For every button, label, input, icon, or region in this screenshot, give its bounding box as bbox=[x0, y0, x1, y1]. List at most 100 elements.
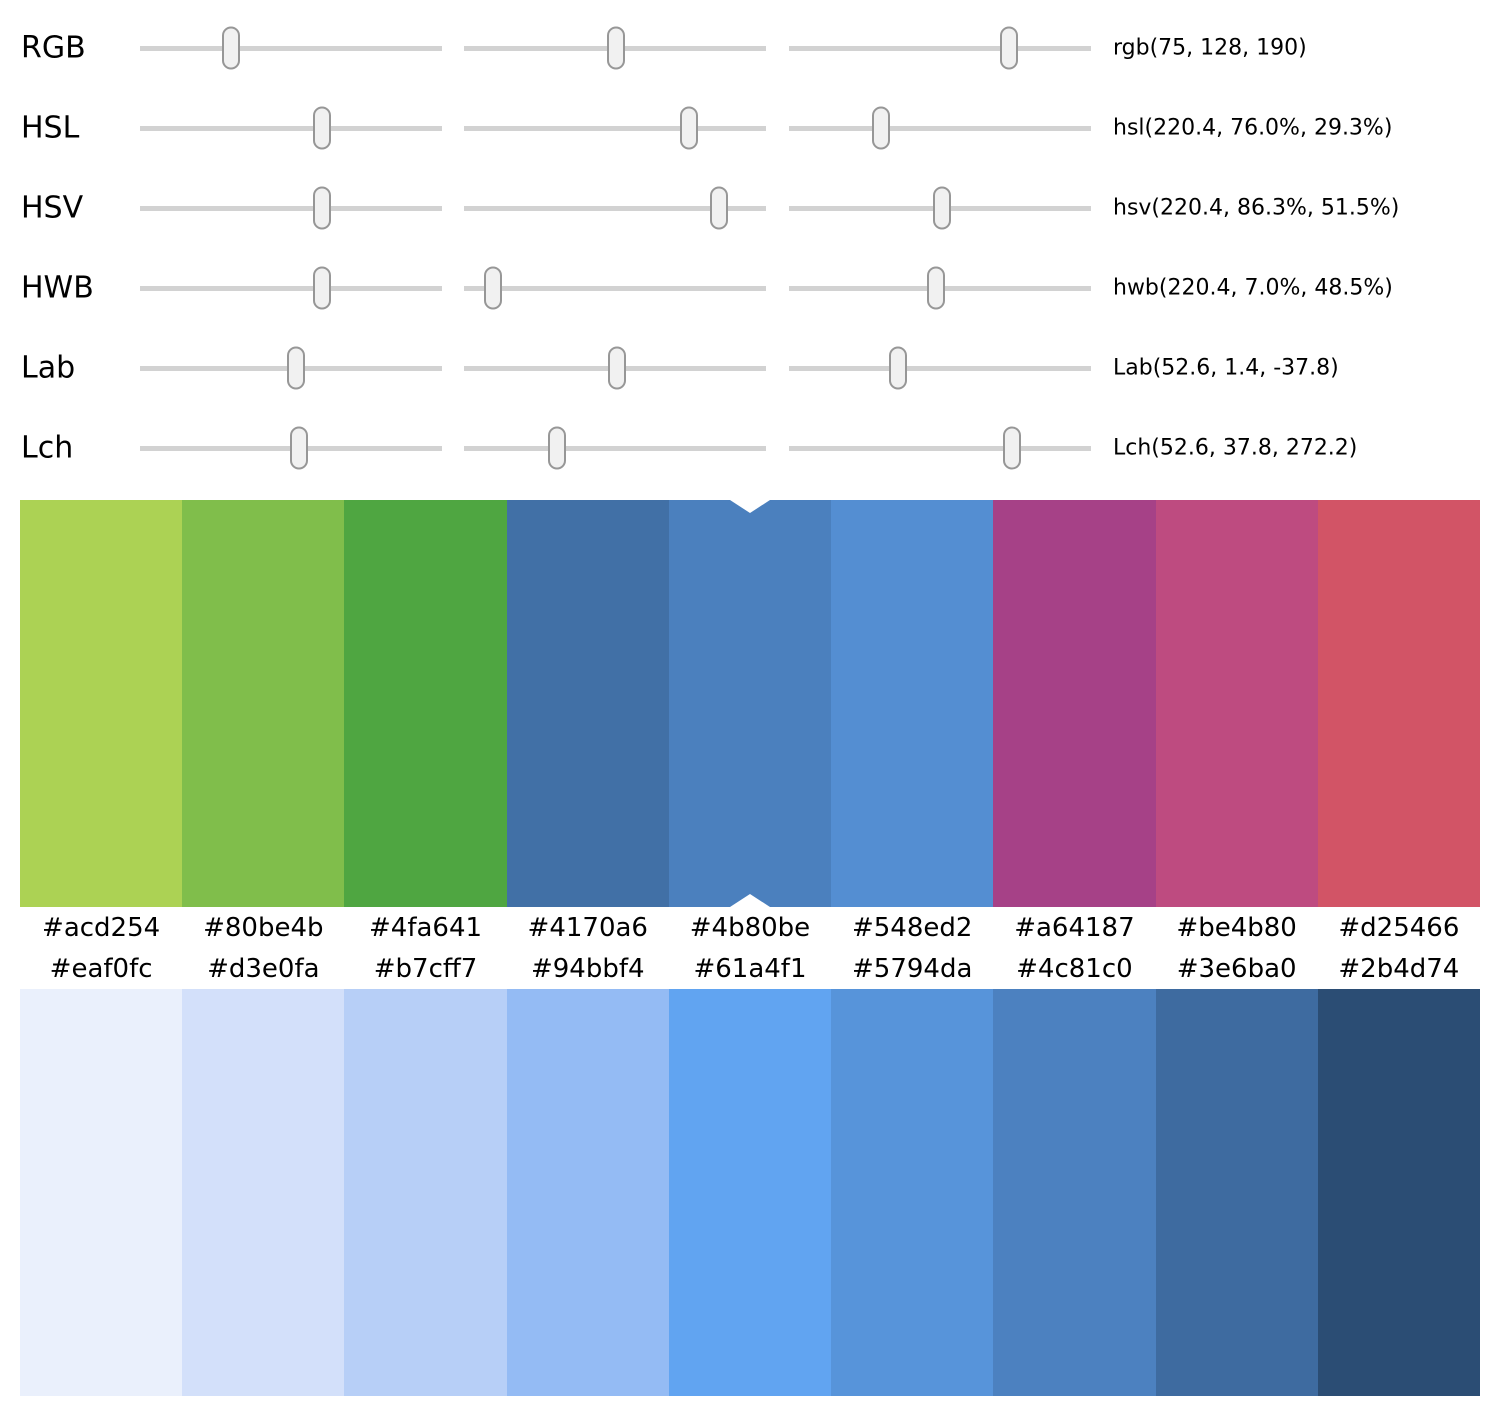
hue-swatch-4[interactable] bbox=[506, 500, 669, 907]
shade-hex-labels: #eaf0fc #d3e0fa #b7cff7 #94bbf4 #61a4f1 … bbox=[20, 949, 1480, 989]
lab-slider-1[interactable] bbox=[140, 328, 442, 408]
shade-hex-8: #3e6ba0 bbox=[1176, 954, 1297, 984]
rgb-slider-3-thumb[interactable] bbox=[999, 26, 1018, 70]
shade-hex-6: #5794da bbox=[852, 954, 973, 984]
rgb-slider-2-thumb[interactable] bbox=[606, 26, 625, 70]
shade-hex-2: #d3e0fa bbox=[207, 954, 320, 984]
lab-slider-3-track bbox=[789, 365, 1091, 371]
slider-row-lch: Lch Lch(52.6, 37.8, 272.2) bbox=[0, 408, 1501, 488]
hue-palette bbox=[20, 500, 1480, 907]
hsv-slider-2-thumb[interactable] bbox=[709, 186, 728, 230]
hsl-slider-2-thumb[interactable] bbox=[679, 106, 698, 150]
shade-hex-5: #61a4f1 bbox=[693, 954, 807, 984]
shade-palette bbox=[20, 989, 1480, 1396]
shade-hex-4: #94bbf4 bbox=[530, 954, 645, 984]
hsl-slider-1-thumb[interactable] bbox=[313, 106, 332, 150]
hue-hex-1: #acd254 bbox=[42, 913, 161, 943]
hue-swatch-2[interactable] bbox=[182, 500, 345, 907]
lch-slider-1[interactable] bbox=[140, 408, 442, 488]
lab-slider-3[interactable] bbox=[789, 328, 1091, 408]
lch-slider-2-thumb[interactable] bbox=[548, 426, 567, 470]
hwb-slider-2-track bbox=[464, 285, 766, 291]
lab-slider-3-thumb[interactable] bbox=[889, 346, 908, 390]
hwb-slider-2[interactable] bbox=[464, 248, 766, 328]
hwb-value-readout: hwb(220.4, 7.0%, 48.5%) bbox=[1113, 275, 1393, 301]
lch-label: Lch bbox=[21, 430, 74, 466]
hsl-slider-2[interactable] bbox=[464, 88, 766, 168]
lch-value-readout: Lch(52.6, 37.8, 272.2) bbox=[1113, 435, 1358, 461]
hsl-label: HSL bbox=[21, 110, 80, 146]
shade-hex-7: #4c81c0 bbox=[1016, 954, 1133, 984]
lch-slider-3-track bbox=[789, 445, 1091, 451]
shade-swatch-8[interactable] bbox=[1155, 989, 1318, 1396]
hsv-slider-2[interactable] bbox=[464, 168, 766, 248]
hue-hex-4: #4170a6 bbox=[527, 913, 648, 943]
lab-label: Lab bbox=[21, 350, 76, 386]
hsl-slider-3[interactable] bbox=[789, 88, 1091, 168]
hue-swatch-9[interactable] bbox=[1317, 500, 1480, 907]
hwb-slider-2-thumb[interactable] bbox=[483, 266, 502, 310]
hwb-slider-1-thumb[interactable] bbox=[313, 266, 332, 310]
hue-hex-7: #a64187 bbox=[1014, 913, 1135, 943]
rgb-slider-3-track bbox=[789, 45, 1091, 51]
hue-hex-9: #d25466 bbox=[1338, 913, 1460, 943]
slider-row-hwb: HWB hwb(220.4, 7.0%, 48.5%) bbox=[0, 248, 1501, 328]
hue-swatch-8[interactable] bbox=[1155, 500, 1318, 907]
hue-swatch-5[interactable] bbox=[668, 500, 832, 907]
lab-slider-2-thumb[interactable] bbox=[608, 346, 627, 390]
slider-row-lab: Lab Lab(52.6, 1.4, -37.8) bbox=[0, 328, 1501, 408]
hsv-slider-1-track bbox=[140, 205, 442, 211]
hsv-slider-2-track bbox=[464, 205, 766, 211]
rgb-slider-1[interactable] bbox=[140, 8, 442, 88]
hue-hex-labels: #acd254 #80be4b #4fa641 #4170a6 #4b80be … bbox=[20, 907, 1480, 949]
shade-swatch-9[interactable] bbox=[1317, 989, 1480, 1396]
lab-slider-1-thumb[interactable] bbox=[287, 346, 306, 390]
shade-swatch-7[interactable] bbox=[993, 989, 1156, 1396]
shade-hex-1: #eaf0fc bbox=[49, 954, 153, 984]
rgb-slider-1-thumb[interactable] bbox=[221, 26, 240, 70]
hue-swatch-7[interactable] bbox=[993, 500, 1156, 907]
lch-slider-3-thumb[interactable] bbox=[1002, 426, 1021, 470]
shade-swatch-1[interactable] bbox=[20, 989, 183, 1396]
shade-swatch-4[interactable] bbox=[506, 989, 669, 1396]
lch-slider-2-track bbox=[464, 445, 766, 451]
hwb-slider-3[interactable] bbox=[789, 248, 1091, 328]
shade-swatch-6[interactable] bbox=[831, 989, 994, 1396]
hue-swatch-3[interactable] bbox=[344, 500, 507, 907]
hue-hex-2: #80be4b bbox=[203, 913, 324, 943]
lch-slider-3[interactable] bbox=[789, 408, 1091, 488]
hue-swatch-1[interactable] bbox=[20, 500, 183, 907]
lab-value-readout: Lab(52.6, 1.4, -37.8) bbox=[1113, 355, 1339, 381]
shade-swatch-2[interactable] bbox=[182, 989, 345, 1396]
slider-row-rgb: RGB rgb(75, 128, 190) bbox=[0, 8, 1501, 88]
hsv-label: HSV bbox=[21, 190, 84, 226]
hsl-slider-3-thumb[interactable] bbox=[872, 106, 891, 150]
rgb-label: RGB bbox=[21, 30, 86, 66]
hsl-value-readout: hsl(220.4, 76.0%, 29.3%) bbox=[1113, 115, 1393, 141]
hwb-slider-3-thumb[interactable] bbox=[927, 266, 946, 310]
shade-swatch-3[interactable] bbox=[344, 989, 507, 1396]
slider-row-hsv: HSV hsv(220.4, 86.3%, 51.5%) bbox=[0, 168, 1501, 248]
hwb-slider-1[interactable] bbox=[140, 248, 442, 328]
hue-hex-3: #4fa641 bbox=[369, 913, 483, 943]
lch-slider-1-thumb[interactable] bbox=[289, 426, 308, 470]
rgb-slider-3[interactable] bbox=[789, 8, 1091, 88]
rgb-slider-2[interactable] bbox=[464, 8, 766, 88]
shade-hex-9: #2b4d74 bbox=[1338, 954, 1460, 984]
hsv-slider-1[interactable] bbox=[140, 168, 442, 248]
hsv-value-readout: hsv(220.4, 86.3%, 51.5%) bbox=[1113, 195, 1400, 221]
lab-slider-2[interactable] bbox=[464, 328, 766, 408]
rgb-slider-1-track bbox=[140, 45, 442, 51]
hsl-slider-1[interactable] bbox=[140, 88, 442, 168]
hue-swatch-6[interactable] bbox=[831, 500, 994, 907]
hsv-slider-3[interactable] bbox=[789, 168, 1091, 248]
rgb-value-readout: rgb(75, 128, 190) bbox=[1113, 35, 1307, 61]
hwb-slider-1-track bbox=[140, 285, 442, 291]
hsv-slider-1-thumb[interactable] bbox=[313, 186, 332, 230]
lch-slider-2[interactable] bbox=[464, 408, 766, 488]
hue-hex-5: #4b80be bbox=[689, 913, 811, 943]
hsl-slider-1-track bbox=[140, 125, 442, 131]
shade-swatch-5[interactable] bbox=[668, 989, 832, 1396]
hsv-slider-3-thumb[interactable] bbox=[932, 186, 951, 230]
slider-row-hsl: HSL hsl(220.4, 76.0%, 29.3%) bbox=[0, 88, 1501, 168]
